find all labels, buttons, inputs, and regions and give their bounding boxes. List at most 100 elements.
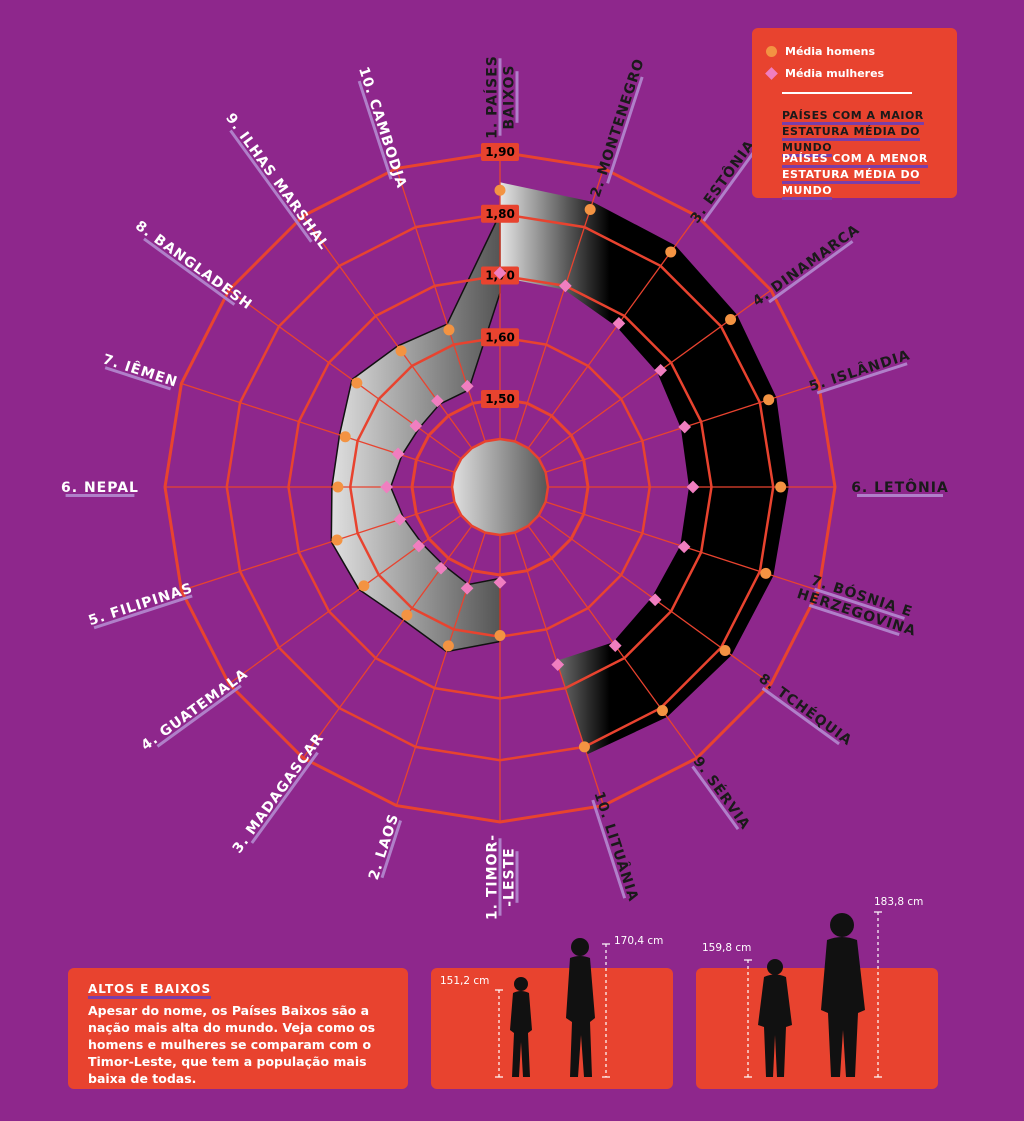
- grid-spoke: [181, 382, 455, 473]
- tick-label: 1,80: [485, 207, 515, 221]
- men-point: [443, 324, 455, 336]
- category-label-text: 5. FILIPINAS: [87, 580, 196, 629]
- men-point: [763, 394, 775, 406]
- category-label: 8. TCHÉQUIA: [755, 670, 855, 749]
- men-point: [584, 204, 596, 216]
- category-label-text: 8. TCHÉQUIA: [755, 670, 855, 749]
- category-label: 8. BANGLADESH: [132, 218, 255, 313]
- men-point: [401, 609, 413, 621]
- category-label-text: 1. TIMOR-: [485, 834, 501, 920]
- category-label: 2. LAOS: [366, 812, 402, 882]
- category-label-text: 3. ESTÔNIA: [686, 136, 759, 227]
- women-short-height: 151,2 cm: [440, 975, 490, 987]
- legend: Média homens Média mulheres PAÍSES COM A…: [752, 28, 957, 200]
- grid-spoke: [527, 525, 698, 759]
- men-point: [442, 640, 454, 652]
- men-marker-icon: [766, 46, 777, 57]
- category-label-text: 2. LAOS: [366, 812, 402, 882]
- category-label-text: 4. DINAMARCA: [750, 222, 863, 310]
- category-label-text: 9. ILHAS MARSHAL: [222, 110, 332, 253]
- women-point: [391, 447, 405, 461]
- tick-3: 1,80: [481, 204, 519, 223]
- category-label-text: -LESTE: [502, 847, 518, 907]
- intro-text: Apesar do nome, os Países Baixos são a n…: [88, 1003, 376, 1086]
- men-point: [494, 630, 506, 642]
- men-point: [351, 377, 363, 389]
- tallest-area: [500, 182, 789, 755]
- category-label: 5. FILIPINAS: [87, 580, 196, 630]
- women-comparison-panel: [431, 968, 673, 1089]
- category-label: 3. MADAGASCAR: [230, 730, 328, 856]
- men-point: [719, 645, 731, 657]
- tick-label: 1,50: [485, 392, 515, 406]
- category-label: 6. NEPAL: [61, 480, 139, 497]
- legend-tallest-line2: ESTATURA MÉDIA DO MUNDO: [782, 125, 921, 157]
- category-label-text: 3. MADAGASCAR: [230, 730, 328, 856]
- legend-shortest-heading: PAÍSES COM A MENOR ESTATURA MÉDIA DO MUN…: [782, 151, 957, 200]
- tick-label: 1,90: [485, 145, 515, 159]
- category-label-text: 6. NEPAL: [61, 480, 139, 496]
- men-tall-height: 183,8 cm: [874, 896, 924, 908]
- grid-spoke: [395, 532, 486, 806]
- women-point: [409, 419, 423, 433]
- women-point: [431, 394, 444, 408]
- legend-tallest-heading: PAÍSES COM A MAIOR ESTATURA MÉDIA DO MUN…: [782, 108, 957, 157]
- intro-title: ALTOS E BAIXOS: [88, 982, 212, 999]
- category-label: 10. CAMBODJA: [355, 65, 409, 191]
- center-disc: [452, 439, 548, 535]
- category-label: 9. ILHAS MARSHAL: [222, 110, 332, 253]
- legend-divider: [782, 92, 912, 94]
- men-comparison-panel: [696, 968, 938, 1089]
- legend-men: Média homens: [766, 45, 875, 58]
- category-label: 1. TIMOR- -LESTE: [485, 834, 519, 920]
- women-tall-height: 170,4 cm: [614, 935, 664, 947]
- category-label: 4. DINAMARCA: [750, 222, 863, 310]
- category-label-text: 1. PAÍSES: [484, 55, 501, 139]
- tick-4: 1,90: [481, 143, 519, 161]
- men-point: [395, 345, 407, 357]
- tick-0: 1,50: [481, 390, 519, 408]
- category-label-text: 4. GUATEMALA: [138, 666, 251, 754]
- women-point: [493, 266, 507, 280]
- category-label-text: BAIXOS: [502, 65, 518, 130]
- legend-men-label: Média homens: [785, 45, 875, 58]
- intro-title-text: ALTOS E BAIXOS: [88, 982, 212, 999]
- category-label: 6. LETÔNIA: [851, 478, 949, 497]
- tick-label: 1,60: [485, 330, 515, 344]
- category-label-text: 6. LETÔNIA: [851, 478, 949, 496]
- tick-1: 1,60: [481, 328, 519, 347]
- category-label: 1. PAÍSES BAIXOS: [484, 55, 519, 139]
- legend-tallest-line1: PAÍSES COM A MAIOR: [782, 109, 924, 125]
- category-label: 2. MONTENEGRO: [588, 56, 648, 199]
- men-point: [358, 580, 370, 592]
- men-point: [331, 534, 343, 546]
- men-point: [656, 705, 668, 717]
- women-point: [460, 379, 474, 393]
- category-label: 4. GUATEMALA: [138, 666, 251, 754]
- women-point: [380, 480, 394, 494]
- category-label-text: 10. CAMBODJA: [355, 65, 409, 191]
- men-point: [665, 246, 677, 258]
- category-label-text: 9. SÉRVIA: [690, 753, 754, 833]
- men-point: [578, 741, 590, 753]
- legend-shortest-line1: PAÍSES COM A MENOR: [782, 152, 928, 168]
- category-label: 9. SÉRVIA: [690, 753, 754, 833]
- men-short-height: 159,8 cm: [702, 942, 752, 954]
- legend-women: Média mulheres: [765, 67, 885, 80]
- legend-shortest-line2: ESTATURA MÉDIA DO MUNDO: [782, 168, 921, 200]
- grid-spoke: [181, 501, 455, 592]
- category-label-text: 2. MONTENEGRO: [588, 56, 648, 199]
- men-point: [494, 184, 506, 196]
- men-point: [760, 567, 772, 579]
- category-label-text: 10. LITUÂNIA: [590, 789, 642, 904]
- category-label-text: 5. ISLÂNDIA: [807, 346, 912, 395]
- grid-spoke: [228, 289, 462, 460]
- legend-women-label: Média mulheres: [785, 67, 885, 80]
- category-label: 10. LITUÂNIA: [590, 789, 642, 904]
- category-label: 3. ESTÔNIA: [686, 136, 759, 227]
- men-point: [725, 313, 737, 325]
- grid-spoke: [395, 168, 486, 442]
- category-label: 7. IÊMEN: [101, 351, 180, 391]
